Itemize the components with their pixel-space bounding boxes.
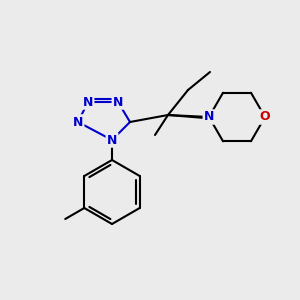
Text: N: N: [204, 110, 214, 124]
Text: N: N: [83, 95, 93, 109]
Text: O: O: [260, 110, 270, 124]
Text: N: N: [107, 134, 117, 146]
Text: N: N: [113, 95, 123, 109]
Text: N: N: [73, 116, 83, 128]
